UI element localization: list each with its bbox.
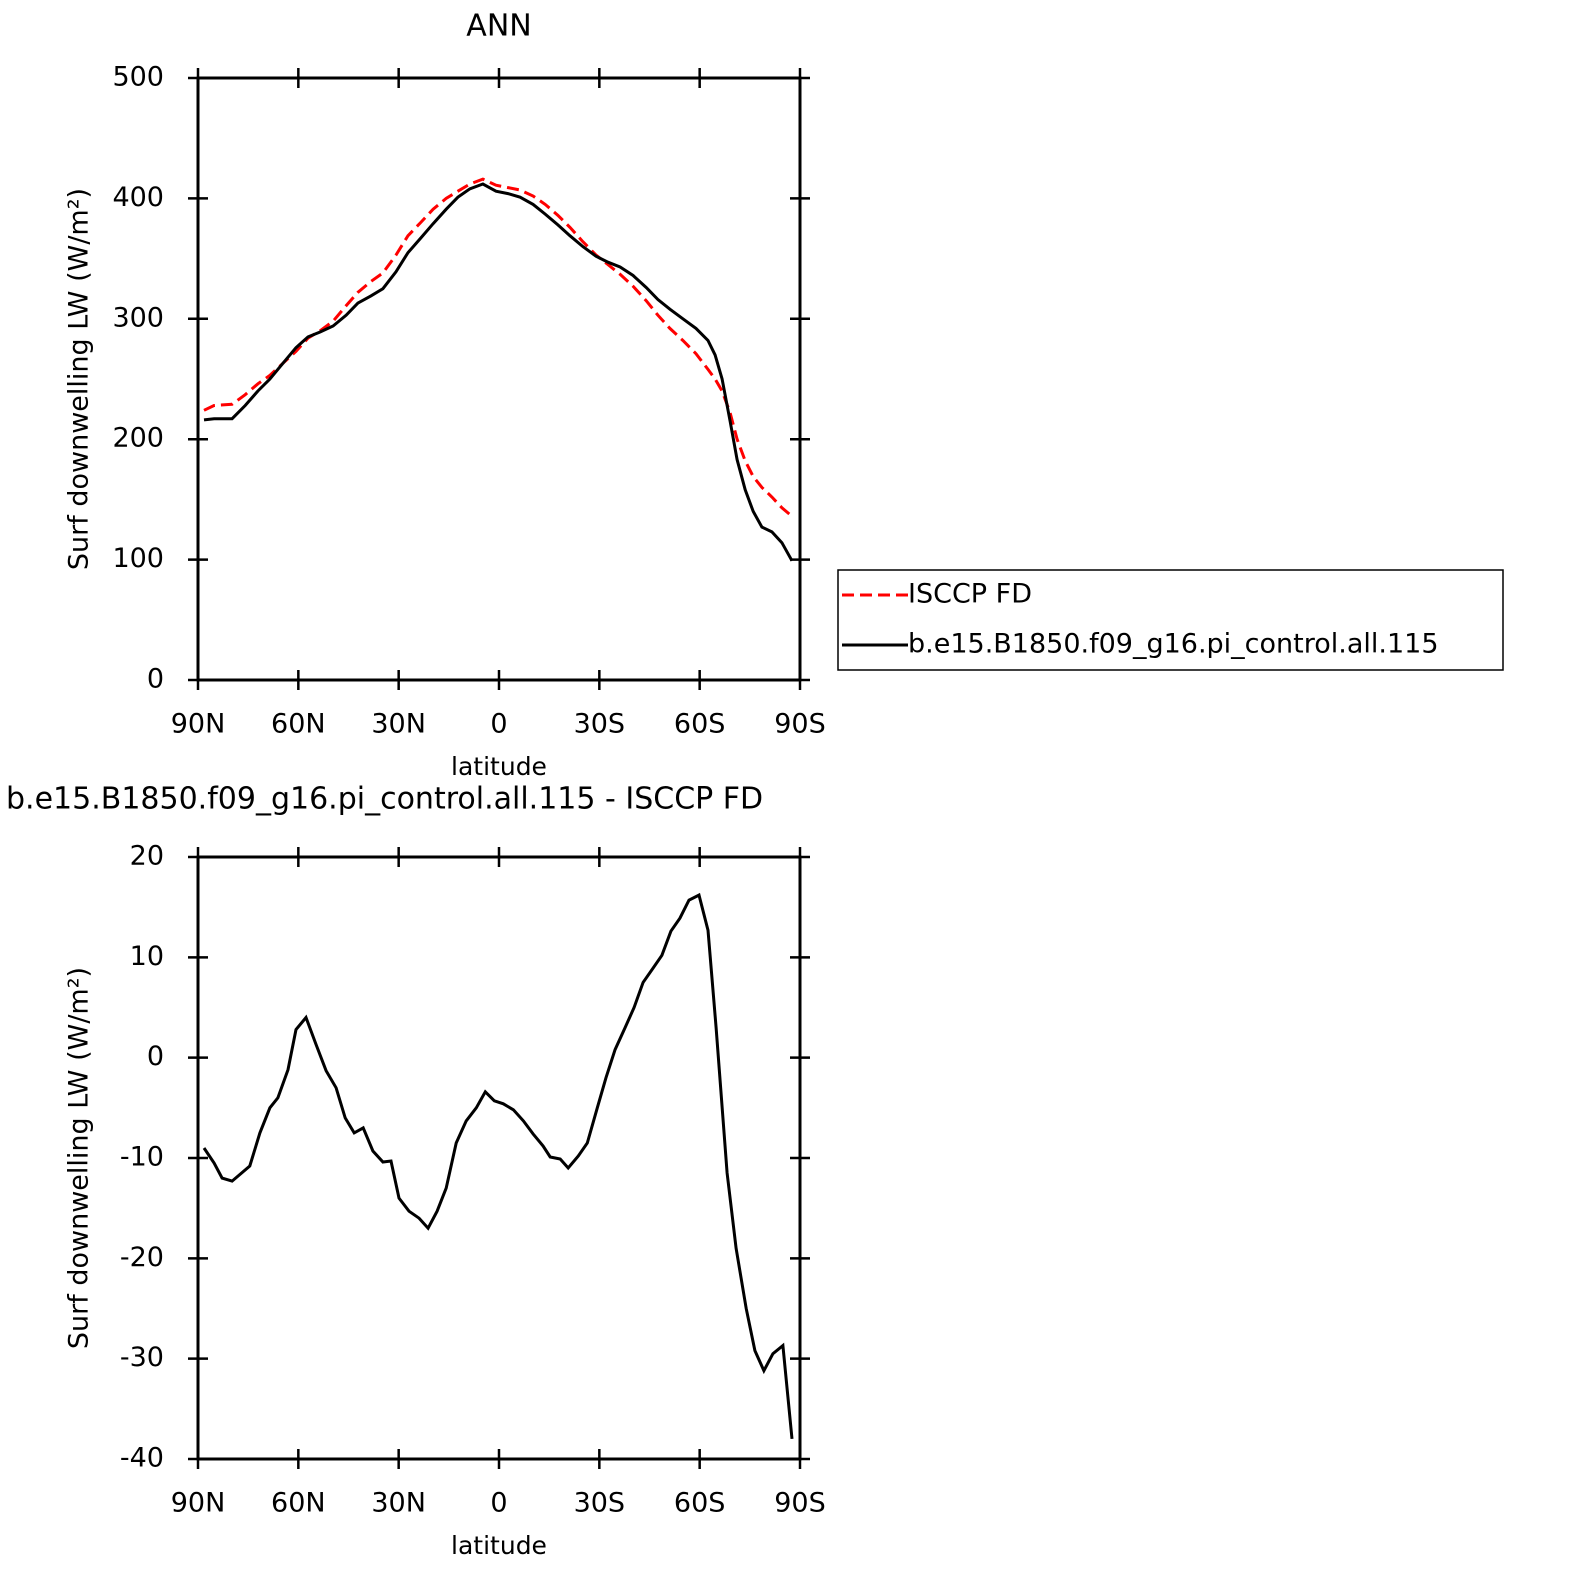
legend-label: ISCCP FD <box>908 579 1032 610</box>
x-tick-label: 30S <box>574 1488 626 1519</box>
y-tick-label: -10 <box>120 1142 164 1173</box>
x-tick-label: 90S <box>774 1488 826 1519</box>
y-tick-label: 200 <box>112 423 164 454</box>
series-line <box>202 892 794 1440</box>
y-tick-label: 0 <box>147 664 164 695</box>
series-line <box>203 177 793 518</box>
x-tick-label: 90N <box>171 1488 226 1519</box>
x-tick-label: 0 <box>490 1488 507 1519</box>
x-axis-label: latitude <box>451 1531 547 1560</box>
y-tick-label: 400 <box>112 182 164 213</box>
legend-box <box>837 569 1504 671</box>
x-tick-label: 60S <box>674 709 726 740</box>
y-tick-label: -30 <box>120 1342 164 1373</box>
chart-title: ANN <box>466 9 531 44</box>
series-line <box>203 182 794 562</box>
x-tick-label: 30S <box>574 709 626 740</box>
x-axis-label: latitude <box>451 752 547 781</box>
y-tick-label: 0 <box>147 1041 164 1072</box>
x-tick-label: 60N <box>271 709 326 740</box>
legend-label: b.e15.B1850.f09_g16.pi_control.all.115 <box>908 629 1439 660</box>
x-tick-label: 30N <box>371 709 426 740</box>
x-tick-label: 60S <box>674 1488 726 1519</box>
y-tick-label: 10 <box>130 941 164 972</box>
x-tick-label: 0 <box>490 709 507 740</box>
x-tick-label: 60N <box>271 1488 326 1519</box>
y-tick-label: 500 <box>112 62 164 93</box>
y-axis-label: Surf downwelling LW (W/m²) <box>64 967 95 1349</box>
y-tick-label: 300 <box>112 302 164 333</box>
y-tick-label: -20 <box>120 1242 164 1273</box>
x-tick-label: 90N <box>171 709 226 740</box>
y-tick-label: 20 <box>130 841 164 872</box>
plot-frame <box>196 76 802 682</box>
y-tick-label: 100 <box>112 543 164 574</box>
y-tick-label: -40 <box>120 1443 164 1474</box>
chart-title: b.e15.B1850.f09_g16.pi_control.all.115 -… <box>6 782 763 817</box>
x-tick-label: 90S <box>774 709 826 740</box>
x-tick-label: 30N <box>371 1488 426 1519</box>
y-axis-label: Surf downwelling LW (W/m²) <box>64 188 95 570</box>
